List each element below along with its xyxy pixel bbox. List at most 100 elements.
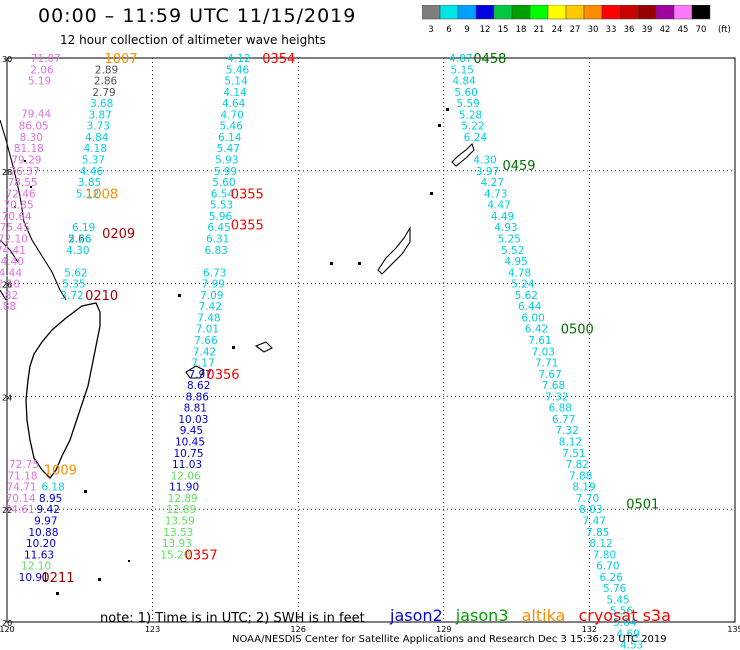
swh-value: 8.86 <box>186 391 210 403</box>
swh-value: 4.70 <box>220 109 243 121</box>
swh-value: 74.71 <box>7 482 37 494</box>
swh-value: 6.73 <box>203 267 226 279</box>
swh-value: 7.09 <box>200 290 223 302</box>
pass-time-label: 0211 <box>41 571 74 586</box>
swh-value: 8.81 <box>184 403 207 415</box>
swh-value: 12.89 <box>168 493 198 505</box>
map-grid <box>6 57 736 623</box>
swh-value: 4.84 <box>452 76 476 88</box>
swh-value: 3.72 <box>60 290 83 302</box>
swh-value: 5.52 <box>501 245 524 257</box>
track-sw-green: 12.10 <box>21 561 51 573</box>
lon-tick-label: 132 <box>582 625 597 634</box>
swh-value: 7.85 <box>586 527 609 539</box>
colorbar-tick-label: 39 <box>642 25 653 35</box>
swh-value: 70.64 <box>2 211 32 223</box>
lat-tick-label: 24 <box>2 393 12 402</box>
swh-value: 3.68 <box>90 98 113 110</box>
colorbar-tick-label: 70 <box>696 25 707 35</box>
colorbar-tick-label: 6 <box>446 25 451 35</box>
swh-value: 71.18 <box>7 470 37 482</box>
swh-value: 4.49 <box>491 211 514 223</box>
swh-value: 79.44 <box>21 108 51 120</box>
swh-value: 4.78 <box>508 267 531 279</box>
swh-value: 7.61 <box>528 335 551 347</box>
swh-value: 4.14 <box>223 87 247 99</box>
pass-time-label: 1008 <box>85 187 118 202</box>
swh-value: 5.62 <box>64 267 87 279</box>
pass-time-label: 1007 <box>105 52 138 67</box>
swh-value: 3.97 <box>476 166 499 178</box>
swh-value: 7.82 <box>566 459 589 471</box>
swh-value: 81.18 <box>14 143 44 155</box>
swh-value: 7.32 <box>555 425 578 437</box>
pass-time-labels: 1007 0354 1008 0209 0355 0355 0210 0356 1009 0357… <box>41 52 659 586</box>
swh-value: 5.60 <box>212 177 235 189</box>
track-gray: 2.892.862.79 2.66 <box>68 64 118 245</box>
colorbar-tick-label: 45 <box>678 25 689 35</box>
footer-note: note: 1) Time is in UTC; 2) SWH is in fe… <box>100 611 365 626</box>
swh-value: 5.56 <box>610 606 634 618</box>
lon-tick-label: 120 <box>0 625 15 634</box>
lat-tick-label: 26 <box>2 281 12 290</box>
swh-value: 7.47 <box>583 515 606 527</box>
swh-value: 5.45 <box>606 594 629 606</box>
swh-value: 2.79 <box>92 87 115 99</box>
swh-value: 70.85 <box>4 200 34 212</box>
swh-value: 5.76 <box>603 583 627 595</box>
swh-value: 4.93 <box>494 222 517 234</box>
landmass-china-coast <box>0 119 67 301</box>
lat-tick-label: 28 <box>2 168 12 177</box>
footer-credit: NOAA/NESDIS Center for Satellite Applica… <box>232 634 667 645</box>
swh-value: 3.87 <box>88 109 111 121</box>
lon-tick-label: 126 <box>291 625 306 634</box>
swh-value: 7.68 <box>542 380 565 392</box>
swh-value: 11.03 <box>172 459 202 471</box>
swh-value: 13.93 <box>162 538 192 550</box>
swh-value: 10.45 <box>175 437 205 449</box>
swh-value: 10.91 <box>19 572 49 584</box>
swh-value: 6.18 <box>41 482 64 494</box>
legend-item-jason2: jason2 <box>390 606 443 625</box>
swh-value: 6.26 <box>600 572 624 584</box>
swh-value: 2.86 <box>94 76 118 88</box>
swh-value: 7.42 <box>199 301 222 313</box>
colorbar-tick-label: 36 <box>624 25 635 35</box>
swh-value: 72.10 <box>0 279 20 291</box>
wave-height-tracks: 71.072.065.19 79.4486.058.3081.1879.2976.… <box>0 53 643 650</box>
swh-value: 74.40 <box>0 256 24 268</box>
swh-value: 9.97 <box>34 515 57 527</box>
swh-value: 11.63 <box>24 549 54 561</box>
swh-value: 7.97 <box>188 369 211 381</box>
swh-value: 5.64 <box>613 617 637 629</box>
legend-item-cryosat: cryosat s3a <box>578 606 671 625</box>
swh-value: 5.19 <box>28 76 51 88</box>
swh-value: 6.42 <box>525 324 548 336</box>
track-cyan-mid: 4.125.465.144.144.644.705.466.145.475.93… <box>191 53 250 370</box>
swh-value: 5.99 <box>214 166 237 178</box>
colorbar-tick-label: 9 <box>464 25 469 35</box>
swh-value: 75.45 <box>0 222 30 234</box>
swh-value: 2.89 <box>95 64 118 76</box>
swh-value: 10.75 <box>173 448 203 460</box>
swh-value: 86.05 <box>19 121 49 133</box>
swh-value: 4.12 <box>227 53 250 65</box>
swh-value: 3.73 <box>87 121 110 133</box>
swh-value: 4.47 <box>487 200 510 212</box>
swh-value: 7.32 <box>545 391 568 403</box>
landmass-amami <box>451 142 475 167</box>
swh-value: 74.61 <box>5 504 35 516</box>
swh-value: 6.83 <box>204 245 227 257</box>
swh-value: 10.88 <box>28 527 58 539</box>
pass-time-label: 0501 <box>626 498 659 513</box>
lon-tick-label: 123 <box>145 625 160 634</box>
satellite-legend: jason2 jason3 altika cryosat s3a <box>390 606 679 625</box>
colorbar-tick-label: 33 <box>606 25 617 35</box>
colorbar-tick-label: 30 <box>588 25 599 35</box>
swh-value: 8.12 <box>589 538 612 550</box>
swh-value: 6.19 <box>72 222 95 234</box>
track-pink: 71.072.065.19 79.4486.058.3081.1879.2976.… <box>0 53 61 313</box>
